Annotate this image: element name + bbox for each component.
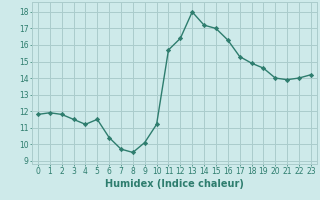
X-axis label: Humidex (Indice chaleur): Humidex (Indice chaleur) — [105, 179, 244, 189]
